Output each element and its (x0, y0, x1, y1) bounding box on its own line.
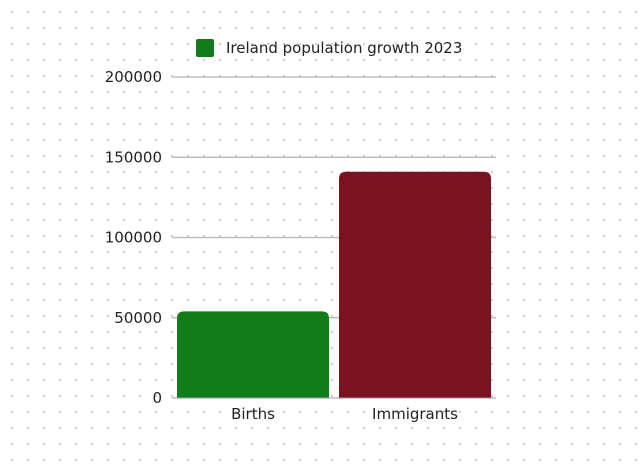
y-tick-label: 0 (152, 389, 162, 407)
x-tick-label: Births (231, 405, 275, 423)
x-axis: Births Immigrants (231, 405, 458, 423)
legend-label: Ireland population growth 2023 (226, 39, 462, 57)
y-tick-label: 150000 (105, 148, 162, 166)
y-tick-label: 50000 (114, 309, 162, 327)
x-tick-label: Immigrants (372, 405, 458, 423)
y-axis: 0 50000 100000 150000 200000 (105, 68, 162, 407)
legend: Ireland population growth 2023 (196, 39, 462, 57)
legend-swatch (196, 39, 214, 57)
y-tick-label: 200000 (105, 68, 162, 86)
y-tick-label: 100000 (105, 229, 162, 247)
bars (177, 171, 491, 398)
bar-births (177, 311, 329, 398)
bar-immigrants (339, 171, 491, 398)
